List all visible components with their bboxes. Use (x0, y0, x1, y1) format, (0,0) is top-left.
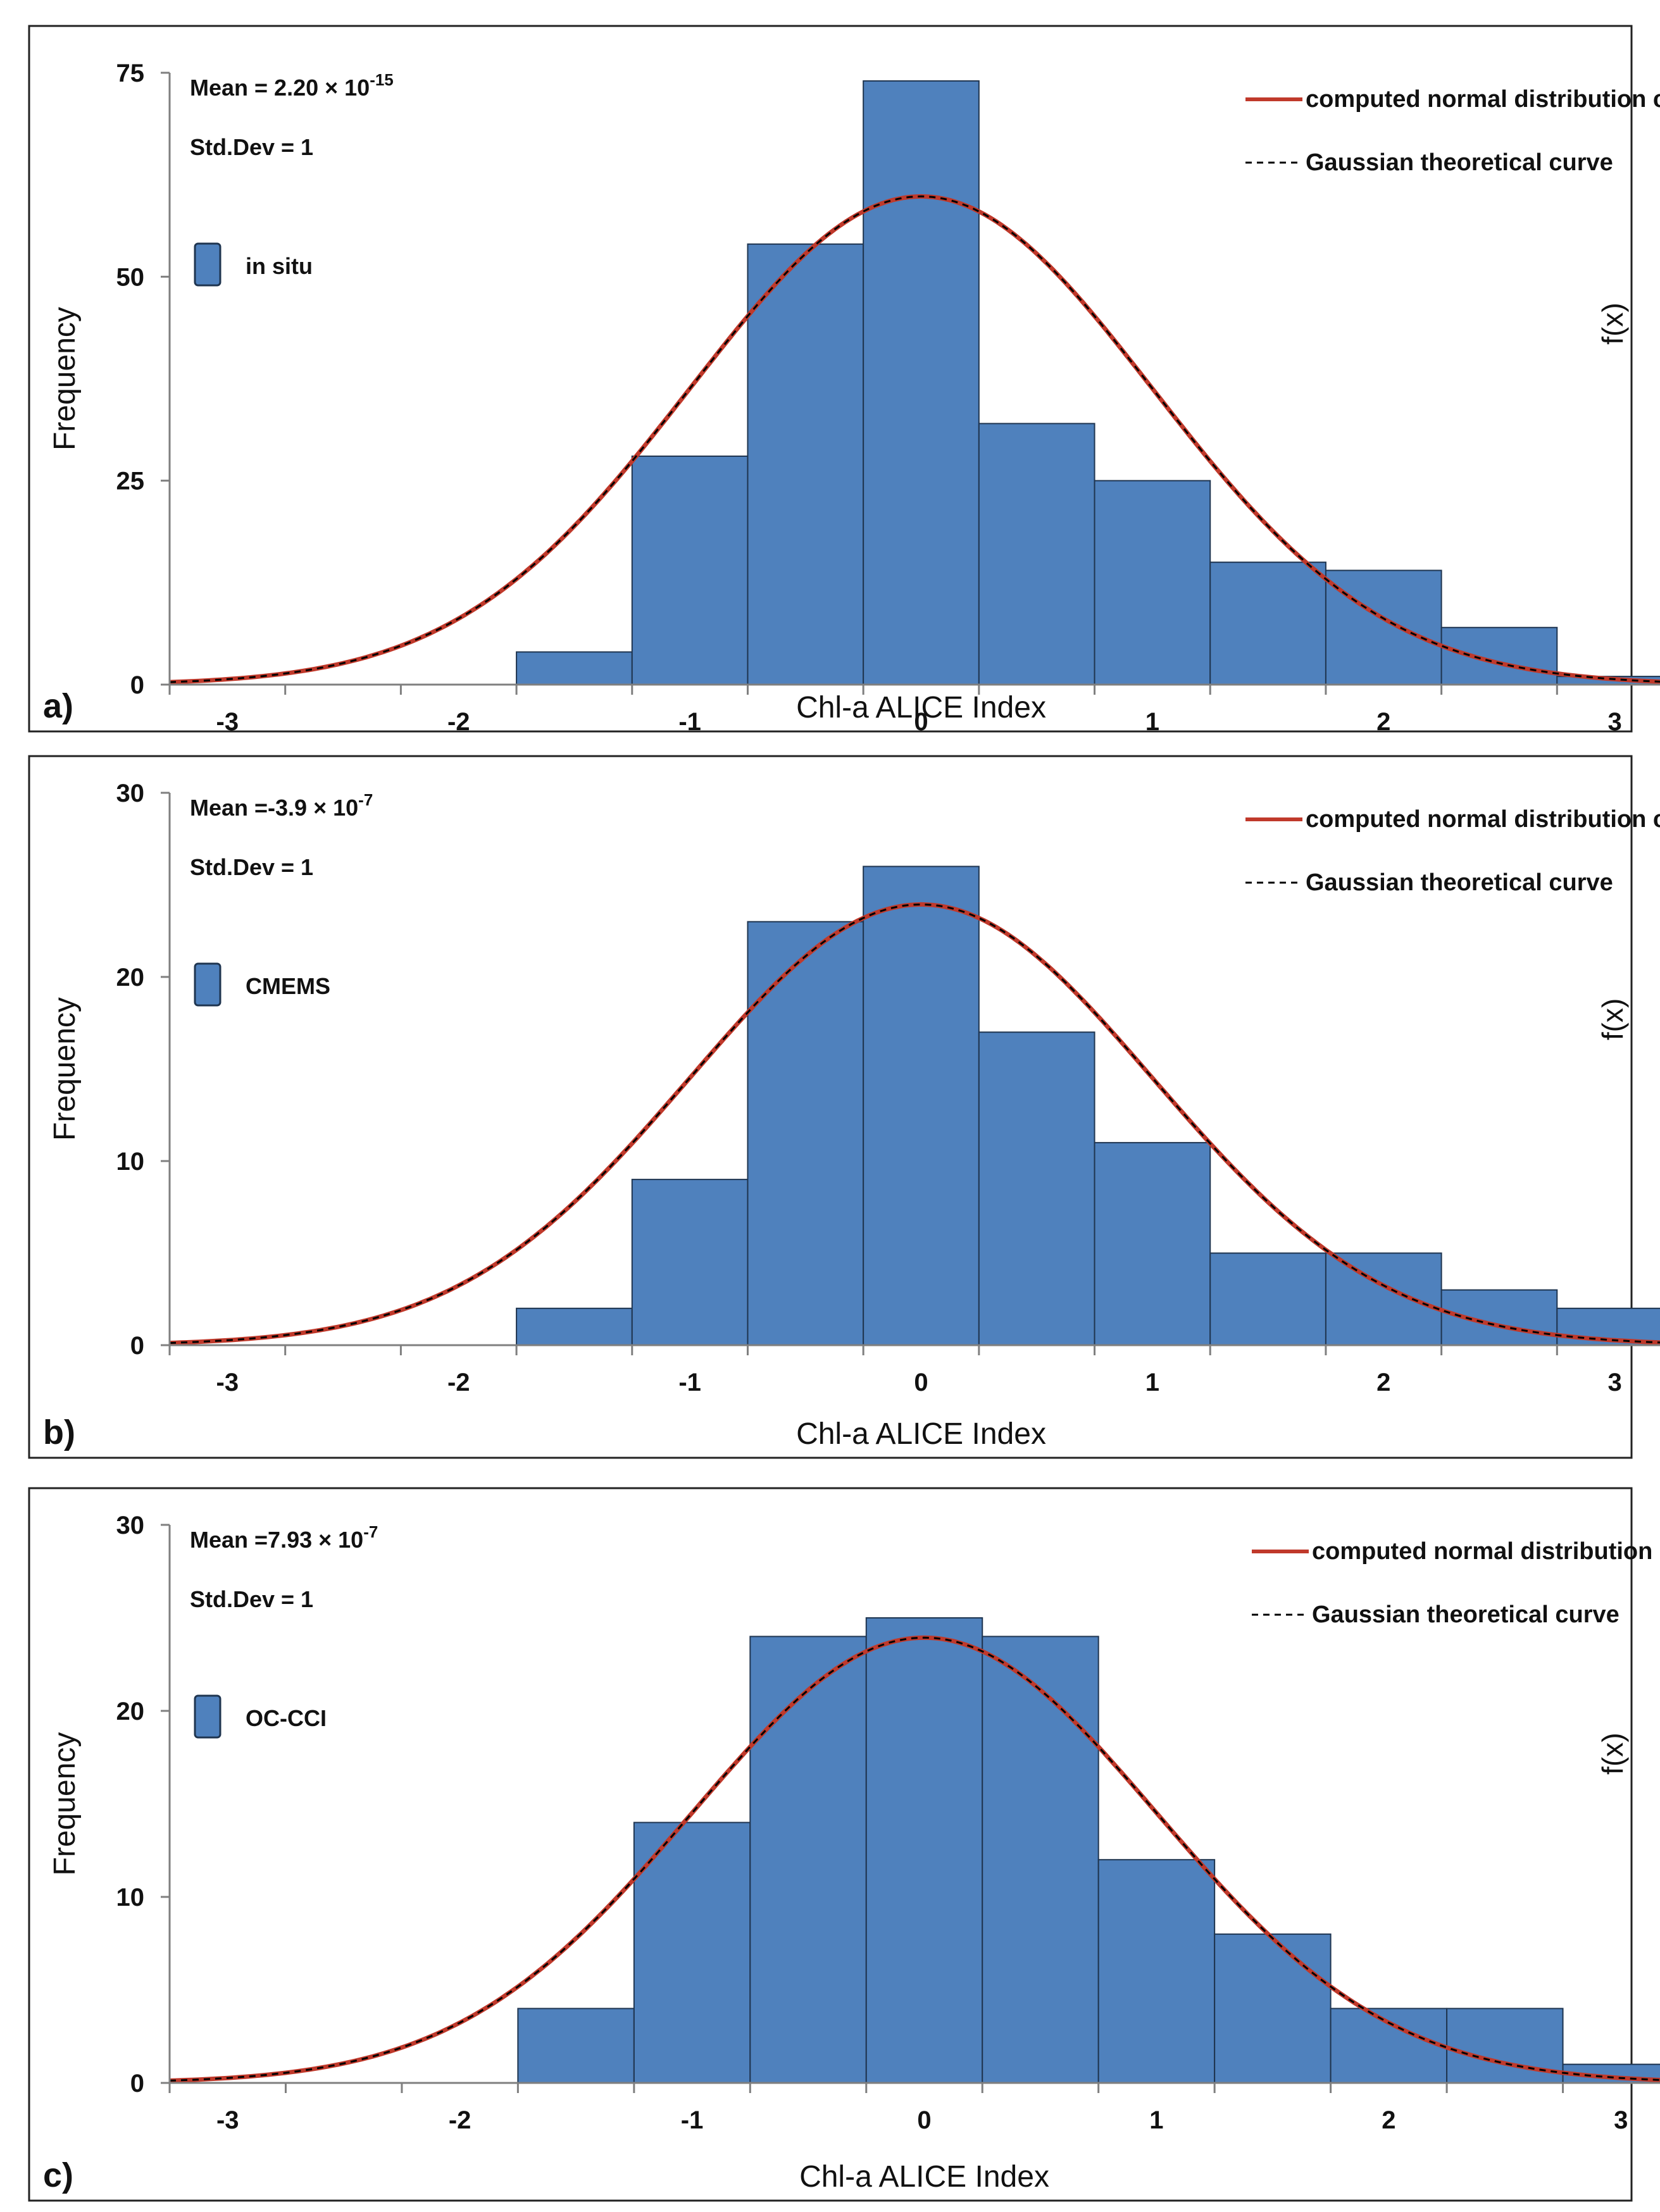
x-axis-title: Chl-a ALICE Index (796, 691, 1046, 724)
y-tick-label: 30 (116, 780, 145, 807)
histogram-bar (1209, 1252, 1326, 1346)
panel-label: c) (43, 2156, 73, 2194)
legend-gaussian-label: Gaussian theoretical curve (1306, 149, 1613, 176)
histogram-bar (1097, 1859, 1216, 2084)
histogram-bar (516, 1307, 633, 1346)
x-tick-label: -2 (447, 708, 470, 736)
x-tick-label: -1 (681, 2106, 704, 2134)
histogram-bar (633, 1822, 751, 2084)
histogram-bar (865, 1617, 983, 2084)
y-tick-label: 75 (116, 59, 145, 87)
x-tick-label: -1 (678, 708, 701, 736)
dataset-legend-swatch (194, 962, 222, 1007)
legend-computed-label: computed normal distribution curve (1306, 806, 1660, 833)
y-tick-label: 25 (116, 468, 145, 495)
histogram-bar (1094, 1141, 1211, 1346)
histogram-bar (978, 423, 1095, 685)
histogram-bar (747, 243, 864, 685)
x-tick-label: 1 (1145, 1369, 1159, 1396)
histogram-bars (516, 80, 1660, 686)
histogram-bar (1325, 1252, 1442, 1346)
histogram-bar (516, 651, 633, 685)
dataset-legend-label: OC-CCI (246, 1705, 327, 1731)
y-axis-title: Frequency (48, 307, 82, 450)
y-tick-label: 0 (130, 1332, 144, 1360)
x-tick-label: 3 (1614, 2106, 1628, 2134)
x-tick-label: -2 (447, 1369, 470, 1396)
histogram-bar (1325, 569, 1442, 686)
mean-stat: Mean =7.93 × 10-7 (190, 1522, 378, 1553)
x-tick-label: 3 (1608, 1369, 1622, 1396)
y-tick-label: 0 (130, 671, 144, 699)
x-axis-title: Chl-a ALICE Index (799, 2160, 1049, 2194)
x-tick-label: 2 (1376, 708, 1390, 736)
histogram-bar (749, 1636, 867, 2084)
histogram-bar (1209, 561, 1326, 685)
histogram-bar (1094, 480, 1211, 686)
y-tick-label: 10 (116, 1148, 145, 1176)
mean-exponent: -7 (358, 790, 373, 809)
y-tick-label: 50 (116, 263, 145, 291)
std-stat: Std.Dev = 1 (190, 1586, 313, 1612)
x-tick-label: -3 (216, 708, 239, 736)
histogram-bar (978, 1031, 1095, 1346)
x-tick-label: 0 (914, 1369, 928, 1396)
histogram-bar (517, 2008, 635, 2084)
x-tick-label: -2 (449, 2106, 471, 2134)
y2-axis-title: f(x) (1596, 1732, 1629, 1774)
std-stat: Std.Dev = 1 (190, 134, 313, 160)
y2-axis-title: f(x) (1596, 998, 1629, 1040)
y-tick-label: 20 (116, 1698, 145, 1725)
histogram-bar (863, 866, 980, 1346)
x-tick-label: -1 (678, 1369, 701, 1396)
x-tick-label: -3 (216, 2106, 239, 2134)
mean-exponent: -7 (363, 1522, 378, 1541)
panel-label: b) (43, 1414, 75, 1451)
x-tick-label: 0 (914, 708, 928, 736)
histogram-bar (1440, 626, 1558, 685)
x-tick-label: 1 (1149, 2106, 1163, 2134)
histogram-bar (1214, 1933, 1332, 2084)
gaussian-theoretical-curve (169, 1636, 1660, 2082)
legend-computed-label: computed normal distribution curve (1306, 86, 1660, 113)
dataset-legend-swatch (194, 1694, 222, 1739)
y-tick-label: 30 (116, 1512, 145, 1539)
dataset-legend-label: in situ (246, 253, 313, 279)
histogram-bar (747, 921, 864, 1346)
legend-gaussian-label: Gaussian theoretical curve (1306, 869, 1613, 896)
histogram-bar (982, 1636, 1099, 2084)
mean-exponent: -15 (370, 70, 394, 89)
gaussian-theoretical-curve (169, 903, 1660, 1344)
mean-stat: Mean = 2.20 × 10-15 (190, 70, 394, 101)
y-tick-label: 20 (116, 964, 145, 991)
histogram-bar (631, 455, 749, 686)
gaussian-theoretical-curve (169, 195, 1660, 683)
y-axis-title: Frequency (48, 997, 82, 1141)
x-tick-label: 2 (1376, 1369, 1390, 1396)
panel-label: a) (43, 687, 73, 725)
dataset-legend-label: CMEMS (246, 973, 330, 999)
x-tick-label: 0 (917, 2106, 931, 2134)
legend-computed-label: computed normal distribution curve (1312, 1538, 1660, 1565)
dataset-legend-swatch (194, 242, 222, 287)
y-tick-label: 0 (130, 2070, 144, 2097)
x-tick-label: 1 (1145, 708, 1159, 736)
mean-stat: Mean =-3.9 × 10-7 (190, 790, 373, 821)
x-axis-title: Chl-a ALICE Index (796, 1417, 1046, 1451)
y-axis-title: Frequency (48, 1732, 82, 1876)
histogram-bar (631, 1179, 749, 1346)
histogram-bar (1330, 2008, 1448, 2084)
y2-axis-title: f(x) (1596, 302, 1629, 344)
legend-gaussian-label: Gaussian theoretical curve (1312, 1601, 1619, 1628)
y-tick-label: 10 (116, 1884, 145, 1911)
x-tick-label: 3 (1608, 708, 1622, 736)
std-stat: Std.Dev = 1 (190, 854, 313, 880)
x-tick-label: 2 (1382, 2106, 1395, 2134)
x-tick-label: -3 (216, 1369, 239, 1396)
histogram-bar (863, 80, 980, 686)
